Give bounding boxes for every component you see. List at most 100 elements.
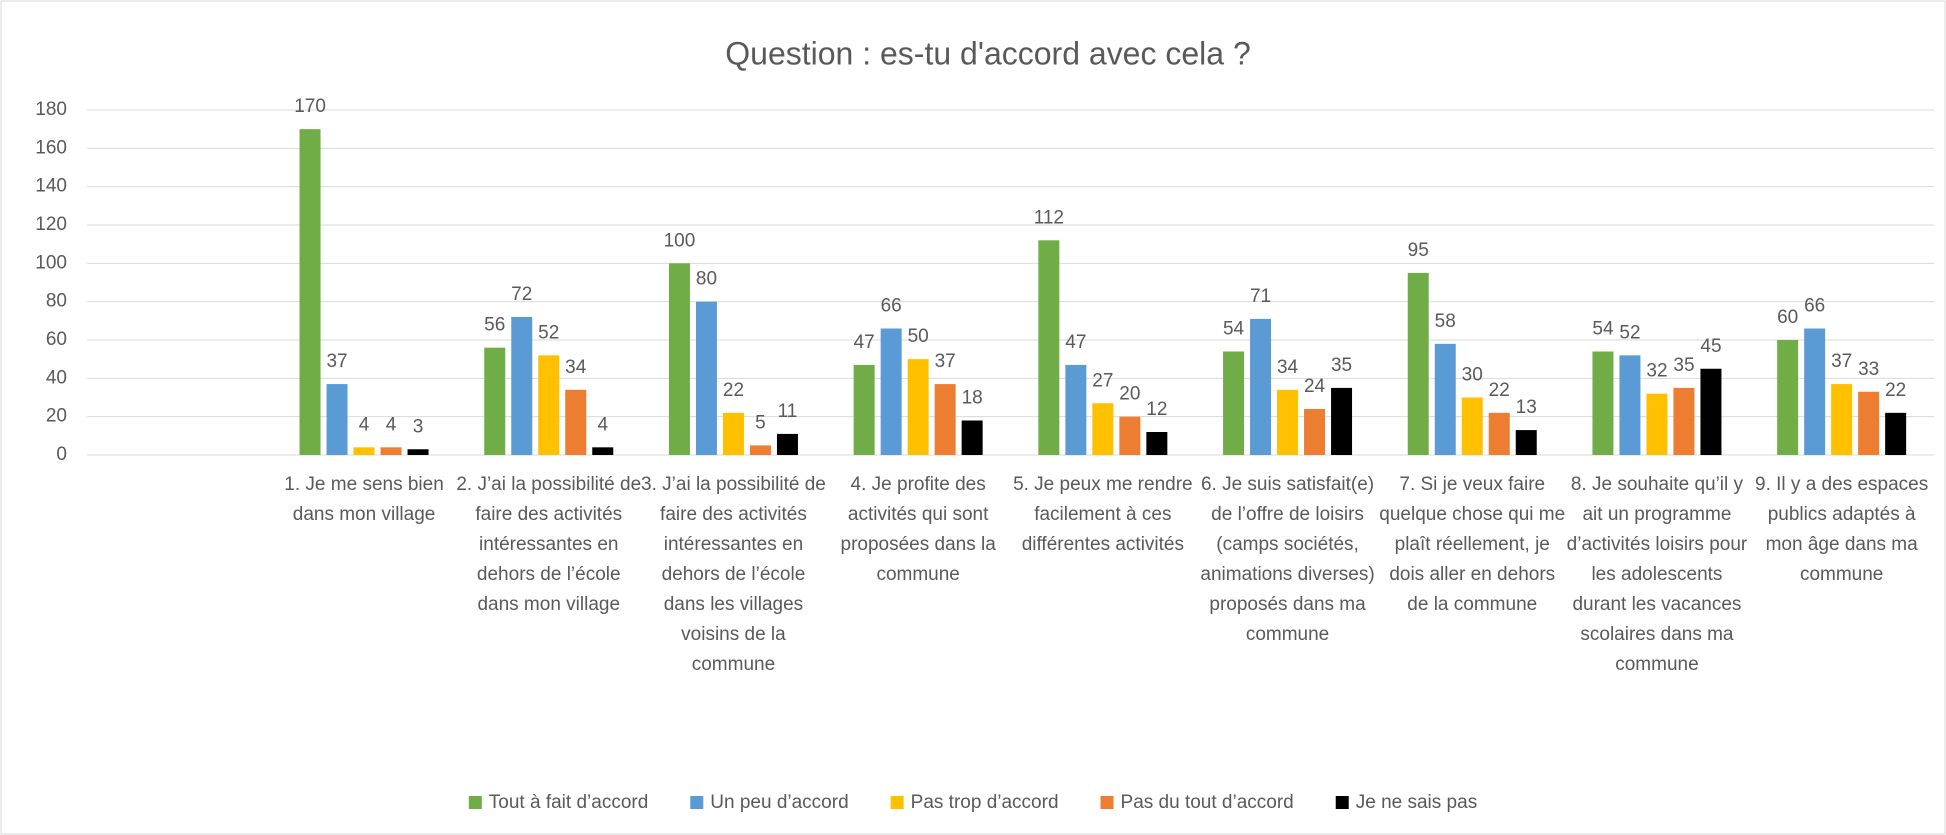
bar — [1646, 393, 1668, 455]
data-label: 37 — [1831, 351, 1852, 372]
x-tick-label: 8. Je souhaite qu’il y ait un programme d’… — [1567, 474, 1748, 675]
x-tick-label: 7. Si je veux faire quelque chose qui me p… — [1379, 474, 1565, 615]
data-label: 72 — [511, 284, 532, 305]
label-line: dehors de l’école — [662, 564, 806, 585]
bar — [1065, 364, 1087, 455]
label-line: (camps sociétés, — [1216, 534, 1359, 555]
bar — [934, 384, 956, 455]
bar — [961, 420, 983, 455]
legend-swatch — [690, 796, 704, 809]
chart-title: Question : es-tu d'accord avec cela ? — [725, 35, 1251, 71]
data-label: 50 — [908, 326, 929, 347]
label-line: dans mon village — [477, 594, 620, 615]
label-line: publics adaptés à — [1768, 504, 1916, 525]
bar — [511, 317, 533, 455]
data-label: 34 — [565, 357, 587, 378]
bar — [1119, 416, 1141, 455]
label-line: les adolescents — [1591, 564, 1722, 585]
data-label: 37 — [935, 351, 956, 372]
label-line: voisins de la — [681, 624, 786, 645]
data-label: 24 — [1304, 376, 1326, 397]
x-tick-label: 5. Je peux me rendre facilement à ces diff… — [1013, 474, 1193, 555]
label-line: activités qui sont — [848, 504, 989, 525]
bar — [668, 263, 690, 455]
label-line: commune — [876, 564, 959, 585]
label-line: proposés dans ma — [1209, 594, 1366, 615]
y-tick-label: 160 — [35, 137, 67, 158]
label-line: commune — [1800, 564, 1883, 585]
data-label: 27 — [1092, 370, 1113, 391]
label-line: 1. Je me sens bien — [284, 474, 443, 495]
label-line: de l’offre de loisirs — [1211, 504, 1364, 525]
data-label: 30 — [1462, 365, 1483, 386]
label-line: durant les vacances — [1572, 594, 1741, 615]
data-label: 35 — [1331, 355, 1352, 376]
bar — [1250, 318, 1272, 455]
legend-label: Je ne sais pas — [1356, 792, 1477, 813]
bar — [538, 355, 560, 455]
bar — [1673, 387, 1695, 455]
bar — [1619, 355, 1641, 455]
label-line: dans mon village — [293, 504, 436, 525]
data-label: 112 — [1034, 207, 1064, 228]
bar — [722, 412, 744, 455]
bar — [1831, 384, 1853, 455]
bar — [1885, 412, 1907, 455]
y-tick-label: 0 — [56, 444, 67, 465]
bar — [1038, 240, 1060, 455]
x-tick-label: 1. Je me sens bien dans mon village — [284, 474, 443, 525]
bar — [1515, 430, 1537, 455]
data-label: 56 — [484, 315, 505, 336]
y-tick-label: 60 — [46, 329, 67, 350]
data-label: 52 — [1619, 322, 1640, 343]
label-line: commune — [692, 654, 775, 675]
label-line: 6. Je suis satisfait(e) — [1201, 474, 1374, 495]
label-line: intéressantes en — [479, 534, 618, 555]
data-label: 12 — [1146, 399, 1167, 420]
legend-swatch — [468, 796, 482, 809]
x-tick-label: 3. J’ai la possibilité de faire des activ… — [641, 474, 826, 675]
label-line: intéressantes en — [664, 534, 803, 555]
data-label: 80 — [696, 269, 717, 290]
data-label: 100 — [664, 230, 696, 251]
x-tick-label: 4. Je profite des activités qui sont propo… — [841, 474, 997, 585]
data-label: 22 — [1489, 380, 1510, 401]
label-line: facilement à ces — [1034, 504, 1171, 525]
label-line: d’activités loisirs pour — [1567, 534, 1748, 555]
label-line: 9. Il y a des espaces — [1755, 474, 1928, 495]
bar — [749, 445, 771, 455]
bar — [592, 447, 614, 455]
label-line: commune — [1246, 624, 1329, 645]
data-label: 20 — [1119, 384, 1140, 405]
data-label: 4 — [386, 414, 397, 435]
label-line: 2. J’ai la possibilité de — [456, 474, 641, 495]
y-tick-label: 40 — [46, 367, 67, 388]
data-label: 18 — [962, 388, 983, 409]
label-line: 7. Si je veux faire — [1399, 474, 1545, 495]
label-line: ait un programme — [1582, 504, 1731, 525]
bar — [353, 447, 375, 455]
data-label: 13 — [1516, 397, 1537, 418]
label-line: faire des activités — [475, 504, 622, 525]
bar — [1092, 403, 1114, 455]
bar — [1277, 389, 1299, 455]
bar — [1146, 432, 1168, 455]
bar — [880, 328, 902, 455]
legend-swatch — [1335, 796, 1349, 809]
bar — [565, 389, 587, 455]
data-label: 32 — [1646, 361, 1667, 382]
label-line: quelque chose qui me — [1379, 504, 1565, 525]
bar — [380, 447, 402, 455]
legend-label: Un peu d’accord — [710, 792, 848, 813]
y-tick-label: 20 — [46, 406, 67, 427]
data-label: 60 — [1777, 307, 1798, 328]
data-label: 22 — [1885, 380, 1906, 401]
y-tick-label: 100 — [35, 252, 67, 273]
bar — [1858, 391, 1880, 455]
data-label: 66 — [1804, 296, 1825, 317]
label-line: dehors de l’école — [477, 564, 621, 585]
label-line: faire des activités — [660, 504, 807, 525]
data-label: 47 — [1065, 332, 1086, 353]
data-label: 170 — [294, 96, 326, 117]
data-label: 5 — [755, 412, 766, 433]
